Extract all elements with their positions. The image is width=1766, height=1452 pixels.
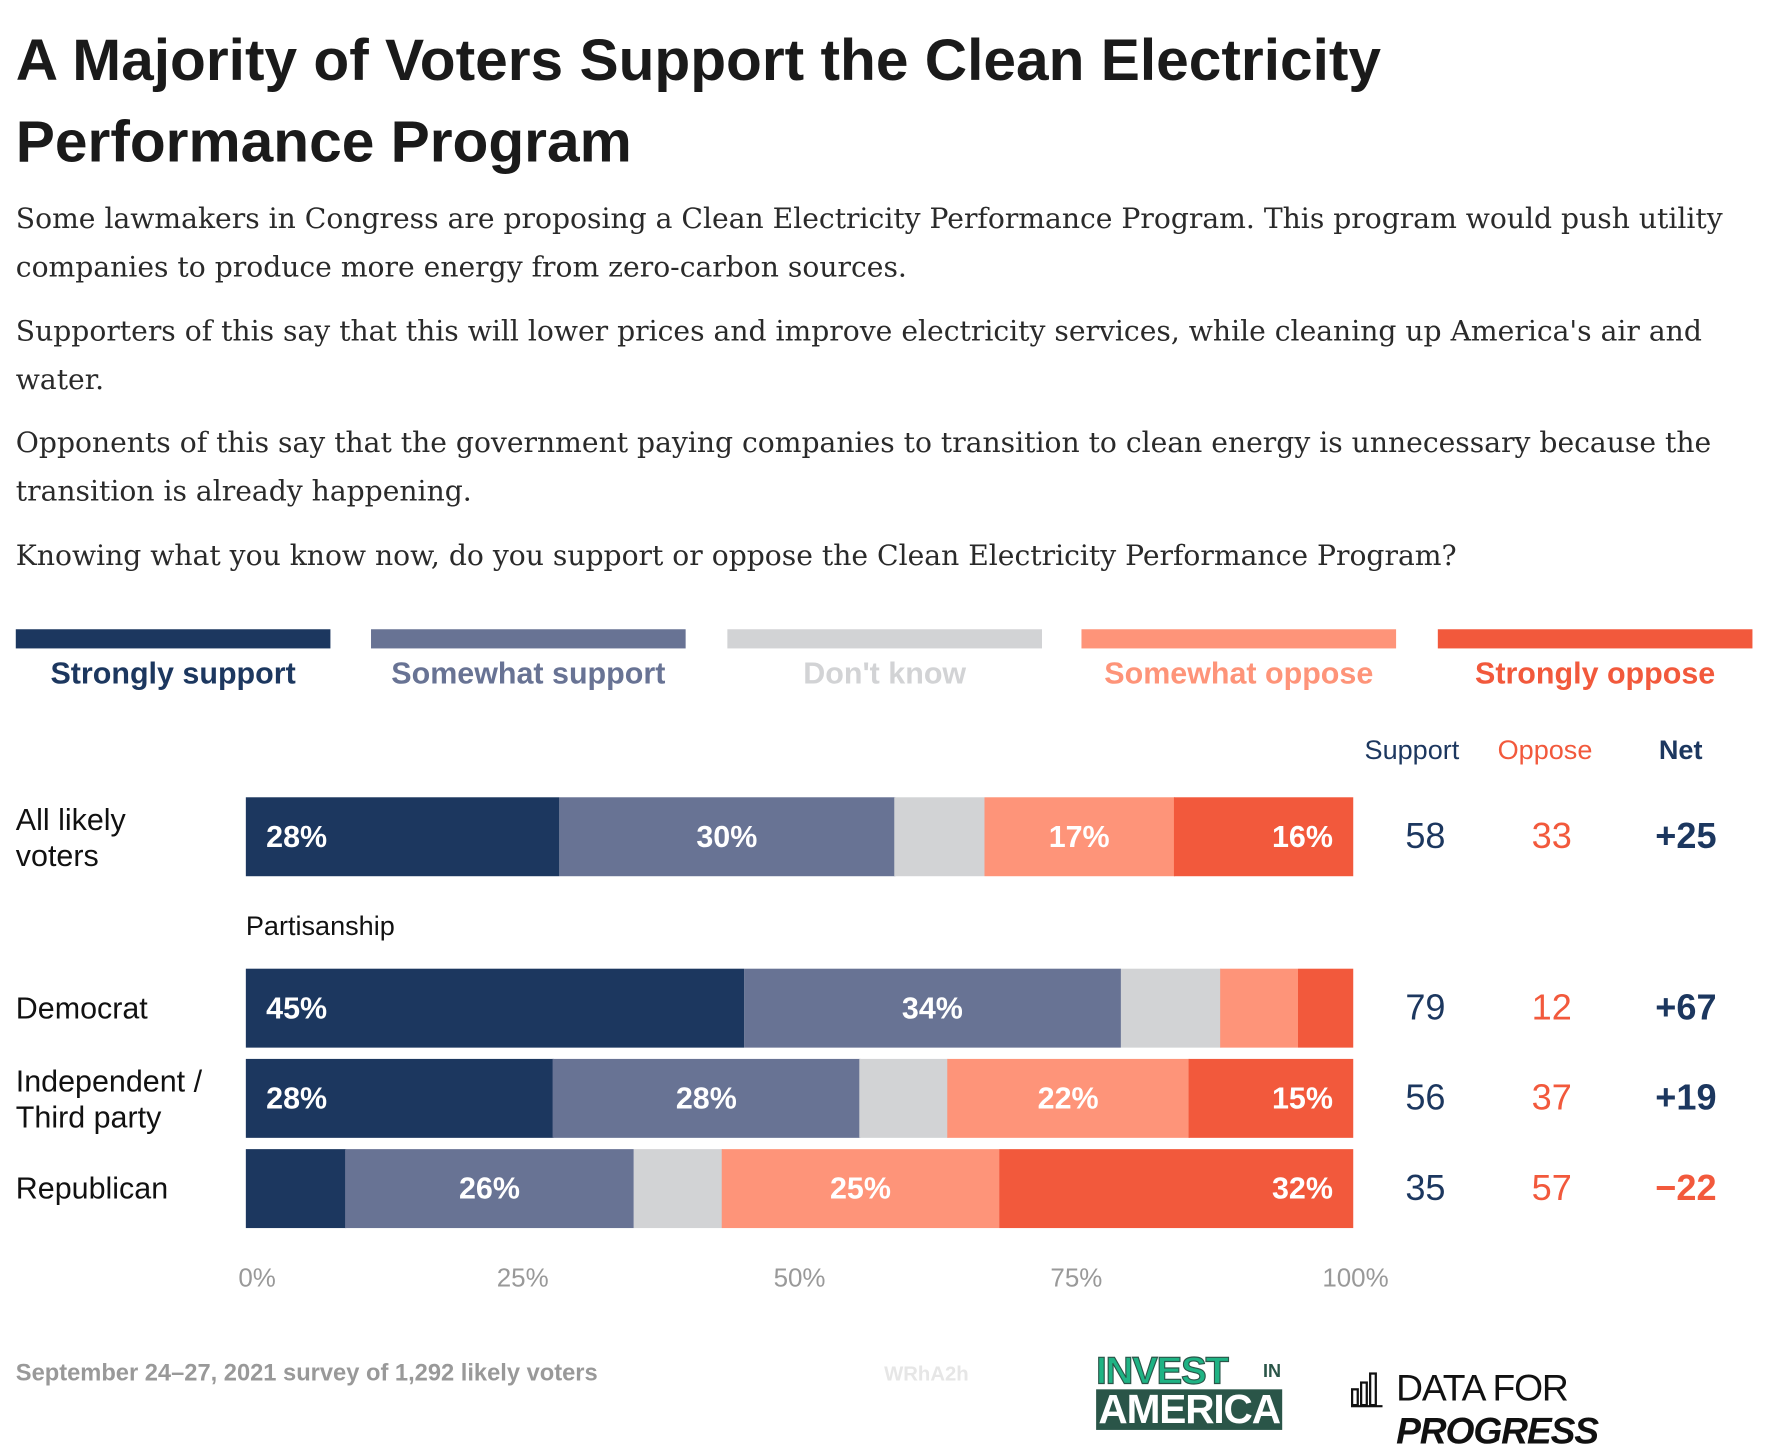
legend-swatch-strongly-support [15,629,331,649]
x-tick-label: 75% [1050,1263,1103,1293]
oppose-value: 57 [1531,1167,1572,1208]
net-value: +25 [1655,815,1717,856]
stacked-bar: 26% 25% 32% [245,1149,1354,1229]
bar-segment-dont-know [859,1058,949,1138]
legend-swatch-somewhat-oppose [1081,629,1397,649]
intro-paragraph: Some lawmakers in Congress are proposing… [15,201,1723,284]
support-value: 58 [1405,815,1446,856]
invest-in-america-logo: INVEST IN AMERICA [1096,1350,1313,1430]
legend-label-somewhat-support: Somewhat support [391,656,666,691]
bar-segment-strongly-oppose [1297,968,1354,1048]
row-label: All likely voters [15,802,126,873]
bar-segment-somewhat-support [345,1149,634,1229]
stacked-bar: 28% 30% 17% 16% [245,797,1354,877]
legend-label-strongly-oppose: Strongly oppose [1475,656,1716,691]
bar-segment-strongly-support [245,1149,347,1229]
net-value: +67 [1655,986,1717,1028]
bar-segment-strongly-support [245,1058,554,1138]
legend-swatch-somewhat-support [371,629,686,649]
support-value: 56 [1405,1076,1446,1118]
bar-segment-somewhat-support [744,968,1122,1048]
x-tick-label: 50% [773,1263,826,1293]
opponents-paragraph: Opponents of this say that the governmen… [15,426,1712,508]
data-for-progress-logo: DATA FOR PROGRESS [1396,1366,1599,1452]
chart-title: A Majority of Voters Support the Clean E… [15,28,1382,175]
legend-label-strongly-support: Strongly support [50,656,296,691]
support-header: Support [1364,735,1460,766]
bar-segment-dont-know [1120,968,1221,1048]
bar-segment-strongly-oppose [1188,1058,1354,1138]
bar-segment-somewhat-oppose [1220,968,1299,1048]
chart-code: WRhA2h [884,1362,969,1385]
data-label: 30% [696,819,758,854]
data-label: 22% [1037,1081,1099,1116]
legend-swatch-strongly-oppose [1437,629,1753,649]
stacked-bar: 45% 34% [245,968,1354,1048]
oppose-header: Oppose [1497,735,1593,766]
data-label: 45% [266,991,328,1026]
legend-label-somewhat-oppose: Somewhat oppose [1104,656,1374,691]
data-label: 15% [1271,1081,1333,1116]
legend-label-dont-know: Don't know [803,656,967,691]
row-label: Independent / Third party [15,1064,203,1135]
oppose-value: 37 [1531,1076,1572,1118]
bar-segment-strongly-oppose [1174,797,1354,877]
bar-segment-somewhat-oppose [722,1149,1000,1229]
data-label: 28% [266,1081,328,1116]
x-tick-label: 0% [238,1263,276,1293]
row-label: Republican [15,1171,169,1206]
net-value: −22 [1655,1167,1717,1208]
support-value: 79 [1405,986,1446,1028]
data-label: 25% [829,1171,891,1206]
data-label: 26% [458,1171,520,1206]
net-header: Net [1658,735,1703,766]
bar-segment-somewhat-support [552,1058,861,1138]
data-label: 28% [266,819,328,854]
data-label: 17% [1048,819,1110,854]
bar-segment-somewhat-oppose [984,797,1175,877]
oppose-value: 12 [1531,986,1572,1028]
bar-segment-dont-know [633,1149,723,1229]
oppose-value: 33 [1531,815,1572,856]
bar-segment-strongly-support [245,968,745,1048]
net-value: +19 [1655,1076,1717,1118]
x-tick-label: 100% [1322,1263,1389,1293]
bar-segment-strongly-oppose [998,1149,1354,1229]
bar-segment-dont-know [894,797,985,877]
supporters-paragraph: Supporters of this say that this will lo… [15,314,1702,396]
data-label: 34% [901,991,963,1026]
data-label: 16% [1271,819,1333,854]
row-label: Democrat [15,991,148,1026]
bar-segment-somewhat-oppose [947,1058,1190,1138]
stacked-bar: 28% 28% 22% 15% [245,1058,1354,1138]
data-label: 32% [1271,1171,1333,1206]
question-paragraph: Knowing what you know now, do you suppor… [15,539,1457,572]
group-label-partisanship: Partisanship [245,911,395,942]
support-value: 35 [1405,1167,1446,1208]
bar-segment-somewhat-support [559,797,896,877]
bar-chart-icon [1350,1369,1383,1408]
data-label: 28% [675,1081,737,1116]
x-tick-label: 25% [496,1263,549,1293]
survey-note: September 24–27, 2021 survey of 1,292 li… [15,1360,598,1386]
bar-segment-strongly-support [245,797,560,877]
legend-swatch-dont-know [727,629,1042,649]
